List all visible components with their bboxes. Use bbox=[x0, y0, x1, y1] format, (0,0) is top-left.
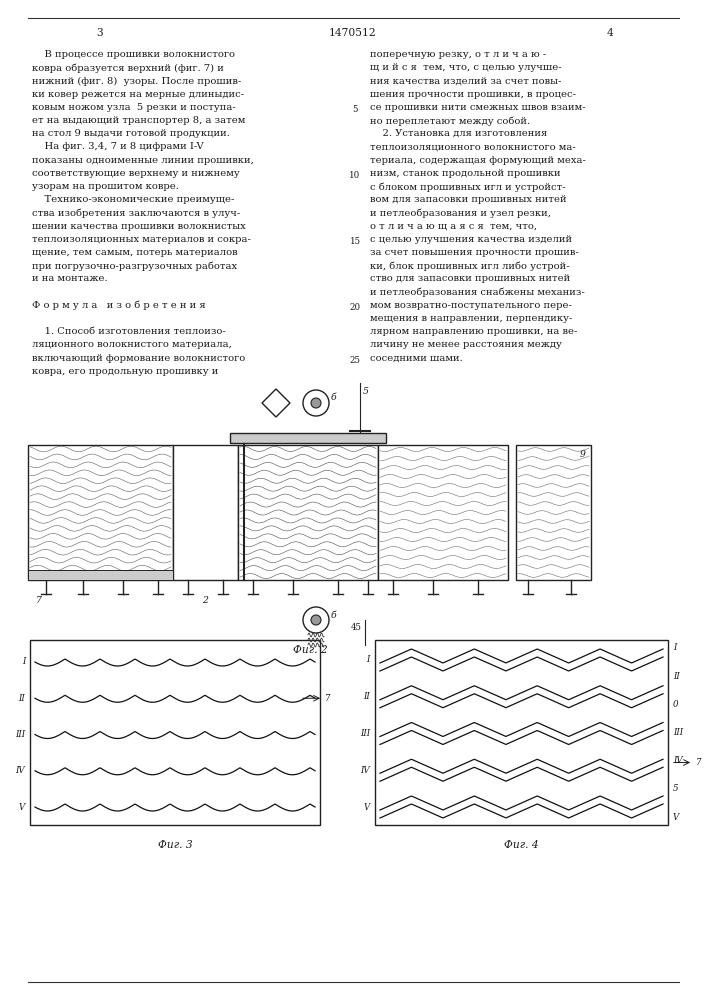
Text: II: II bbox=[18, 694, 25, 703]
Text: 0: 0 bbox=[673, 700, 679, 709]
Text: при погрузочно-разгрузочных работах: при погрузочно-разгрузочных работах bbox=[32, 261, 237, 271]
Text: В процессе прошивки волокнистого: В процессе прошивки волокнистого bbox=[32, 50, 235, 59]
Text: мещения в направлении, перпендику-: мещения в направлении, перпендику- bbox=[370, 314, 573, 323]
Text: се прошивки нити смежных швов взаим-: се прошивки нити смежных швов взаим- bbox=[370, 103, 585, 112]
Text: 1470512: 1470512 bbox=[329, 28, 377, 38]
Text: шения прочности прошивки, в процес-: шения прочности прошивки, в процес- bbox=[370, 90, 576, 99]
Text: за счет повышения прочности прошив-: за счет повышения прочности прошив- bbox=[370, 248, 579, 257]
Text: 7: 7 bbox=[36, 596, 42, 605]
Text: II: II bbox=[363, 692, 370, 701]
Text: ки, блок прошивных игл либо устрой-: ки, блок прошивных игл либо устрой- bbox=[370, 261, 570, 271]
Text: 5: 5 bbox=[673, 784, 679, 793]
Text: с целью улучшения качества изделий: с целью улучшения качества изделий bbox=[370, 235, 572, 244]
Bar bbox=[375, 640, 668, 825]
Text: 2: 2 bbox=[202, 596, 208, 605]
Text: IV: IV bbox=[673, 756, 683, 765]
Text: личину не менее расстояния между: личину не менее расстояния между bbox=[370, 340, 562, 349]
Text: и на монтаже.: и на монтаже. bbox=[32, 274, 107, 283]
Text: 5: 5 bbox=[363, 387, 369, 396]
Text: II: II bbox=[673, 672, 679, 681]
Text: териала, содержащая формующий меха-: териала, содержащая формующий меха- bbox=[370, 156, 586, 165]
Text: 7: 7 bbox=[696, 758, 701, 767]
Text: Фиг. 2: Фиг. 2 bbox=[293, 645, 327, 655]
Text: б: б bbox=[331, 610, 337, 619]
Text: III: III bbox=[15, 730, 25, 739]
Text: 20: 20 bbox=[349, 303, 361, 312]
Text: III: III bbox=[360, 729, 370, 738]
Circle shape bbox=[303, 607, 329, 633]
Text: мом возвратно-поступательного пере-: мом возвратно-поступательного пере- bbox=[370, 301, 572, 310]
Polygon shape bbox=[262, 389, 290, 417]
Text: о т л и ч а ю щ а я с я  тем, что,: о т л и ч а ю щ а я с я тем, что, bbox=[370, 222, 537, 231]
Bar bbox=[516, 445, 591, 580]
Text: соответствующие верхнему и нижнему: соответствующие верхнему и нижнему bbox=[32, 169, 240, 178]
Text: ковра образуется верхний (фиг. 7) и: ковра образуется верхний (фиг. 7) и bbox=[32, 63, 224, 73]
Text: ляционного волокнистого материала,: ляционного волокнистого материала, bbox=[32, 340, 232, 349]
Bar bbox=[230, 433, 386, 443]
Text: 3: 3 bbox=[97, 28, 103, 38]
Bar bbox=[30, 640, 320, 825]
Text: V: V bbox=[673, 812, 679, 822]
Text: ство для запасовки прошивных нитей: ство для запасовки прошивных нитей bbox=[370, 274, 571, 283]
Text: 1. Способ изготовления теплоизо-: 1. Способ изготовления теплоизо- bbox=[32, 327, 226, 336]
Text: шении качества прошивки волокнистых: шении качества прошивки волокнистых bbox=[32, 222, 246, 231]
Text: теплоизоляционных материалов и сокра-: теплоизоляционных материалов и сокра- bbox=[32, 235, 251, 244]
Text: показаны одноименные линии прошивки,: показаны одноименные линии прошивки, bbox=[32, 156, 254, 165]
Text: с блоком прошивных игл и устройст-: с блоком прошивных игл и устройст- bbox=[370, 182, 566, 192]
Bar bbox=[238, 445, 378, 580]
Text: ковра, его продольную прошивку и: ковра, его продольную прошивку и bbox=[32, 367, 218, 376]
Text: Технико-экономические преимуще-: Технико-экономические преимуще- bbox=[32, 195, 235, 204]
Text: Фиг. 3: Фиг. 3 bbox=[158, 840, 192, 850]
Circle shape bbox=[311, 398, 321, 408]
Bar bbox=[28, 570, 173, 580]
Text: б: б bbox=[331, 393, 337, 402]
Text: щение, тем самым, потерь материалов: щение, тем самым, потерь материалов bbox=[32, 248, 238, 257]
Text: ства изобретения заключаются в улуч-: ства изобретения заключаются в улуч- bbox=[32, 208, 240, 218]
Text: III: III bbox=[673, 728, 683, 737]
Text: нижний (фиг. 8)  узоры. После прошив-: нижний (фиг. 8) узоры. После прошив- bbox=[32, 76, 241, 86]
Text: ки ковер режется на мерные длиныдис-: ки ковер режется на мерные длиныдис- bbox=[32, 90, 244, 99]
Text: Фиг. 4: Фиг. 4 bbox=[504, 840, 539, 850]
Text: 7: 7 bbox=[325, 694, 330, 703]
Text: на стол 9 выдачи готовой продукции.: на стол 9 выдачи готовой продукции. bbox=[32, 129, 230, 138]
Text: соседними шами.: соседними шами. bbox=[370, 354, 463, 363]
Text: ния качества изделий за счет повы-: ния качества изделий за счет повы- bbox=[370, 76, 561, 85]
Text: но переплетают между собой.: но переплетают между собой. bbox=[370, 116, 530, 125]
Text: лярном направлению прошивки, на ве-: лярном направлению прошивки, на ве- bbox=[370, 327, 578, 336]
Text: включающий формование волокнистого: включающий формование волокнистого bbox=[32, 354, 245, 363]
Text: Ф о р м у л а   и з о б р е т е н и я: Ф о р м у л а и з о б р е т е н и я bbox=[32, 301, 206, 310]
Text: вом для запасовки прошивных нитей: вом для запасовки прошивных нитей bbox=[370, 195, 566, 204]
Text: I: I bbox=[22, 658, 25, 666]
Text: ет на выдающий транспортер 8, а затем: ет на выдающий транспортер 8, а затем bbox=[32, 116, 245, 125]
Text: узорам на прошитом ковре.: узорам на прошитом ковре. bbox=[32, 182, 179, 191]
Text: На фиг. 3,4, 7 и 8 цифрами I-V: На фиг. 3,4, 7 и 8 цифрами I-V bbox=[32, 142, 204, 151]
Text: 4: 4 bbox=[607, 28, 614, 38]
Text: теплоизоляционного волокнистого ма-: теплоизоляционного волокнистого ма- bbox=[370, 142, 575, 151]
Text: IV: IV bbox=[361, 766, 370, 775]
Text: 5: 5 bbox=[352, 105, 358, 114]
Bar bbox=[378, 445, 508, 580]
Text: 2. Установка для изготовления: 2. Установка для изготовления bbox=[370, 129, 547, 138]
Text: и петлеобразования снабжены механиз-: и петлеобразования снабжены механиз- bbox=[370, 288, 585, 297]
Text: 15: 15 bbox=[349, 237, 361, 246]
Bar bbox=[28, 445, 173, 580]
Text: и петлеобразования и узел резки,: и петлеобразования и узел резки, bbox=[370, 208, 551, 218]
Circle shape bbox=[303, 390, 329, 416]
Text: 45: 45 bbox=[351, 623, 362, 632]
Text: IV: IV bbox=[16, 766, 25, 775]
Text: V: V bbox=[19, 802, 25, 812]
Circle shape bbox=[311, 615, 321, 625]
Bar bbox=[173, 445, 238, 580]
Text: 25: 25 bbox=[349, 356, 361, 365]
Text: низм, станок продольной прошивки: низм, станок продольной прошивки bbox=[370, 169, 561, 178]
Text: 10: 10 bbox=[349, 171, 361, 180]
Text: I: I bbox=[673, 644, 677, 652]
Text: I: I bbox=[367, 656, 370, 664]
Text: поперечную резку, о т л и ч а ю -: поперечную резку, о т л и ч а ю - bbox=[370, 50, 547, 59]
Text: щ и й с я  тем, что, с целью улучше-: щ и й с я тем, что, с целью улучше- bbox=[370, 63, 561, 72]
Text: ковым ножом узла  5 резки и поступа-: ковым ножом узла 5 резки и поступа- bbox=[32, 103, 235, 112]
Text: 9: 9 bbox=[580, 450, 586, 459]
Text: V: V bbox=[363, 802, 370, 812]
